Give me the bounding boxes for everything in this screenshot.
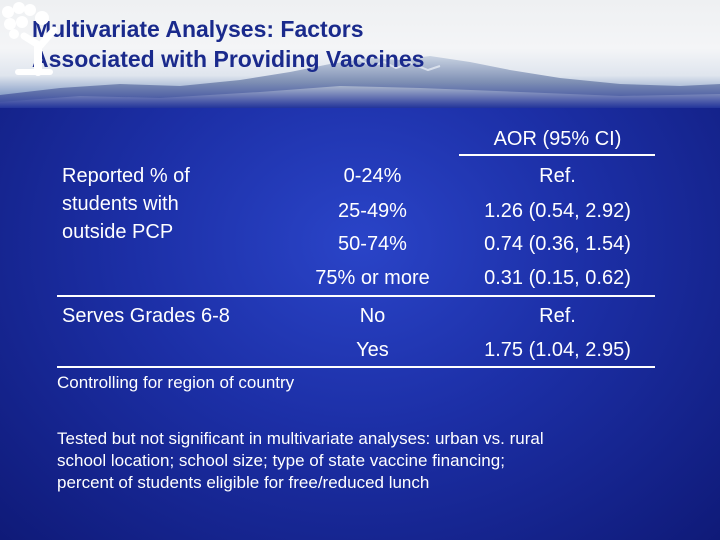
aor-column-header: AOR (95% CI) — [493, 128, 622, 150]
level-cell: 50-74% — [338, 233, 407, 255]
tested-note: Tested but not significant in multivaria… — [57, 428, 697, 494]
row-label-line: students with — [62, 193, 179, 215]
slide-title-line-2: Associated with Providing Vaccines — [32, 46, 425, 72]
level-cell: 25-49% — [338, 200, 407, 222]
aor-cell: 1.26 (0.54, 2.92) — [484, 200, 631, 222]
level-cell: 75% or more — [315, 267, 430, 289]
table-bottom-rule — [57, 366, 655, 368]
tested-note-line: percent of students eligible for free/re… — [57, 473, 430, 492]
aor-cell: 1.75 (1.04, 2.95) — [484, 339, 631, 361]
aor-cell: Ref. — [539, 305, 576, 327]
level-cell: No — [359, 305, 386, 327]
row-label-line: Reported % of — [62, 165, 190, 187]
mountain-banner-image — [0, 56, 720, 108]
header-rule — [459, 154, 655, 156]
aor-cell: Ref. — [539, 165, 576, 187]
controlling-note: Controlling for region of country — [57, 373, 295, 392]
aor-cell: 0.31 (0.15, 0.62) — [484, 267, 631, 289]
row-label-grades-6-8: Serves Grades 6-8 — [62, 302, 292, 330]
tested-note-line: school location; school size; type of st… — [57, 451, 505, 470]
aor-cell: 0.74 (0.36, 1.54) — [484, 233, 631, 255]
person-logo-icon — [2, 2, 58, 76]
tested-note-line: Tested but not significant in multivaria… — [57, 429, 544, 448]
slide-title: Multivariate Analyses: Factors Associate… — [32, 14, 592, 74]
row-label-outside-pcp: Reported % of students with outside PCP — [62, 162, 292, 246]
header-banner: Multivariate Analyses: Factors Associate… — [0, 0, 720, 108]
slide-title-line-1: Multivariate Analyses: Factors — [32, 16, 364, 42]
level-cell: Yes — [356, 339, 389, 361]
row-label-line: outside PCP — [62, 221, 174, 243]
group-divider-rule — [57, 295, 655, 297]
row-label-line: Serves Grades 6-8 — [62, 305, 230, 327]
level-cell: 0-24% — [343, 165, 402, 187]
